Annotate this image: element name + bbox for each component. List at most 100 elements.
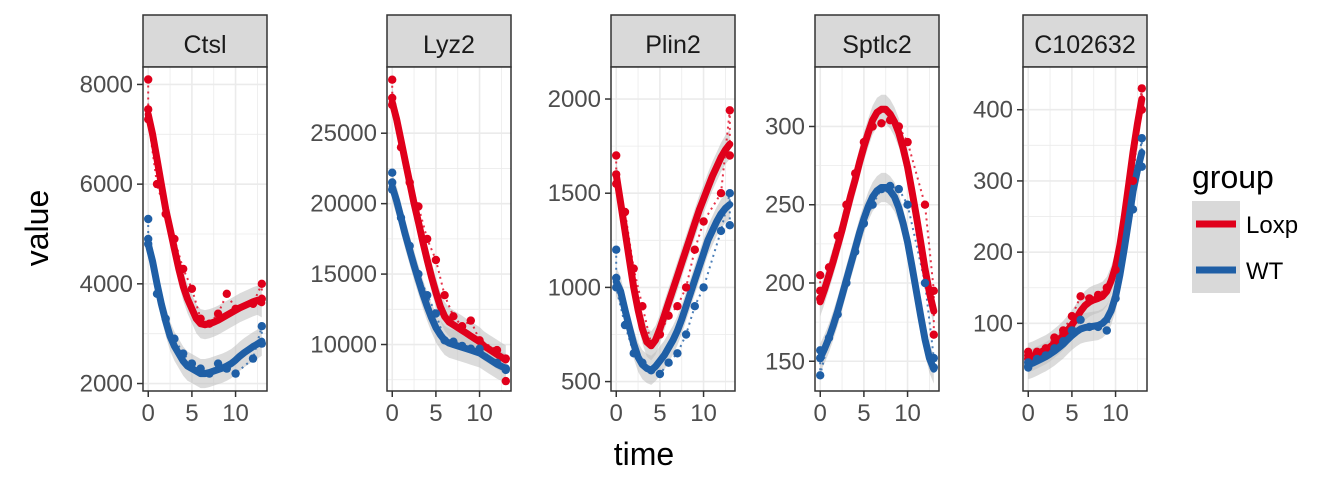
data-layer [1023,84,1147,380]
data-point-loxp [816,286,825,295]
panel-2: Plin2 500 1000 1500 2000 0 5 10 [548,14,736,427]
strip-label: Sptlc2 [842,31,911,59]
panel-4: C102632 100 200 300 400 0 5 10 [973,14,1148,427]
data-point-wt [144,214,153,224]
data-point-loxp [257,294,266,303]
y-tick-label: 300 [973,168,1013,195]
y-tick-label: 200 [973,239,1013,266]
data-point-wt [1137,134,1147,143]
data-point-loxp [1128,176,1138,186]
strip-label: Lyz2 [423,31,475,59]
data-point-loxp [414,202,423,211]
data-point-loxp [851,169,860,178]
smooth-line-wt [144,240,266,378]
x-tick-label: 0 [142,400,155,427]
data-point-wt [475,344,484,353]
y-tick-label: 300 [765,113,805,140]
data-point-wt [629,349,638,358]
data-point-wt [414,269,423,279]
data-point-loxp [816,271,825,280]
data-point-wt [152,289,162,298]
data-point-loxp [431,255,441,265]
y-tick-label: 2000 [80,371,133,398]
data-point-wt [842,278,851,288]
data-point-wt [405,241,414,251]
data-point-wt [1102,326,1112,335]
data-point-loxp [681,283,691,292]
panel-border [142,66,268,392]
legend-label-loxp: Loxp [1246,212,1298,239]
data-point-wt [492,358,502,367]
data-layer [388,75,510,386]
data-point-wt [655,369,665,379]
x-tick-label: 10 [1102,400,1129,427]
data-point-wt [205,369,214,378]
legend-label-wt: WT [1246,258,1284,285]
data-point-wt [257,339,266,348]
data-point-wt [885,181,895,191]
data-point-wt [816,353,825,363]
data-point-loxp [257,279,266,288]
data-point-wt [612,273,621,283]
legend-title: group [1192,159,1274,195]
strip-bg [610,14,736,68]
data-point-loxp [1137,105,1147,114]
data-point-wt [851,247,860,256]
data-point-loxp [388,100,397,110]
data-point-wt [213,359,223,368]
y-tick-label: 8000 [80,71,133,98]
x-tick-label: 10 [894,400,921,427]
x-tick-label: 0 [386,400,399,427]
x-tick-label: 0 [610,400,623,427]
data-point-wt [1128,205,1138,214]
y-tick-label: 15000 [310,261,377,288]
smooth-line-loxp [388,98,510,364]
data-point-loxp [920,200,930,209]
data-point-loxp [638,302,647,311]
y-tick-label: 1500 [548,180,601,207]
data-point-loxp [1067,312,1077,321]
data-point-loxp [144,75,153,84]
data-point-wt [1067,326,1077,335]
data-point-loxp [612,151,621,160]
data-point-loxp [725,106,734,115]
data-point-loxp [894,122,903,131]
data-point-wt [816,346,825,355]
data-point-loxp [859,137,869,147]
smooth-line-wt [816,184,938,373]
data-point-loxp [612,179,621,188]
data-point-wt [388,168,397,177]
data-point-loxp [833,231,842,241]
dotted-path-loxp [819,119,935,335]
data-point-wt [725,221,734,230]
data-point-wt [1032,354,1042,364]
data-point-wt [903,200,912,209]
data-point-wt [716,226,726,236]
data-point-wt [170,334,179,343]
y-tick-label: 250 [765,192,805,219]
data-point-loxp [699,217,708,226]
data-point-loxp [231,304,240,313]
data-point-wt [816,371,825,380]
data-point-wt [501,365,510,375]
x-tick-label: 10 [466,400,493,427]
y-tick-label: 4000 [80,271,133,298]
data-point-wt [457,341,467,351]
data-point-loxp [248,299,258,308]
data-point-loxp [423,234,432,244]
data-point-wt [699,283,708,292]
data-point-loxp [1085,294,1094,303]
data-point-loxp [655,330,665,339]
data-point-wt [612,283,621,292]
data-point-wt [1093,322,1103,332]
grid-lines [143,67,267,391]
smooth-line-loxp [816,105,938,315]
data-point-wt [894,184,903,194]
x-tick-label: 5 [185,400,198,427]
data-point-loxp [388,93,397,103]
data-point-loxp [388,75,397,84]
data-point-wt [431,309,441,318]
x-tick-label: 5 [429,400,442,427]
data-layer [816,94,938,384]
